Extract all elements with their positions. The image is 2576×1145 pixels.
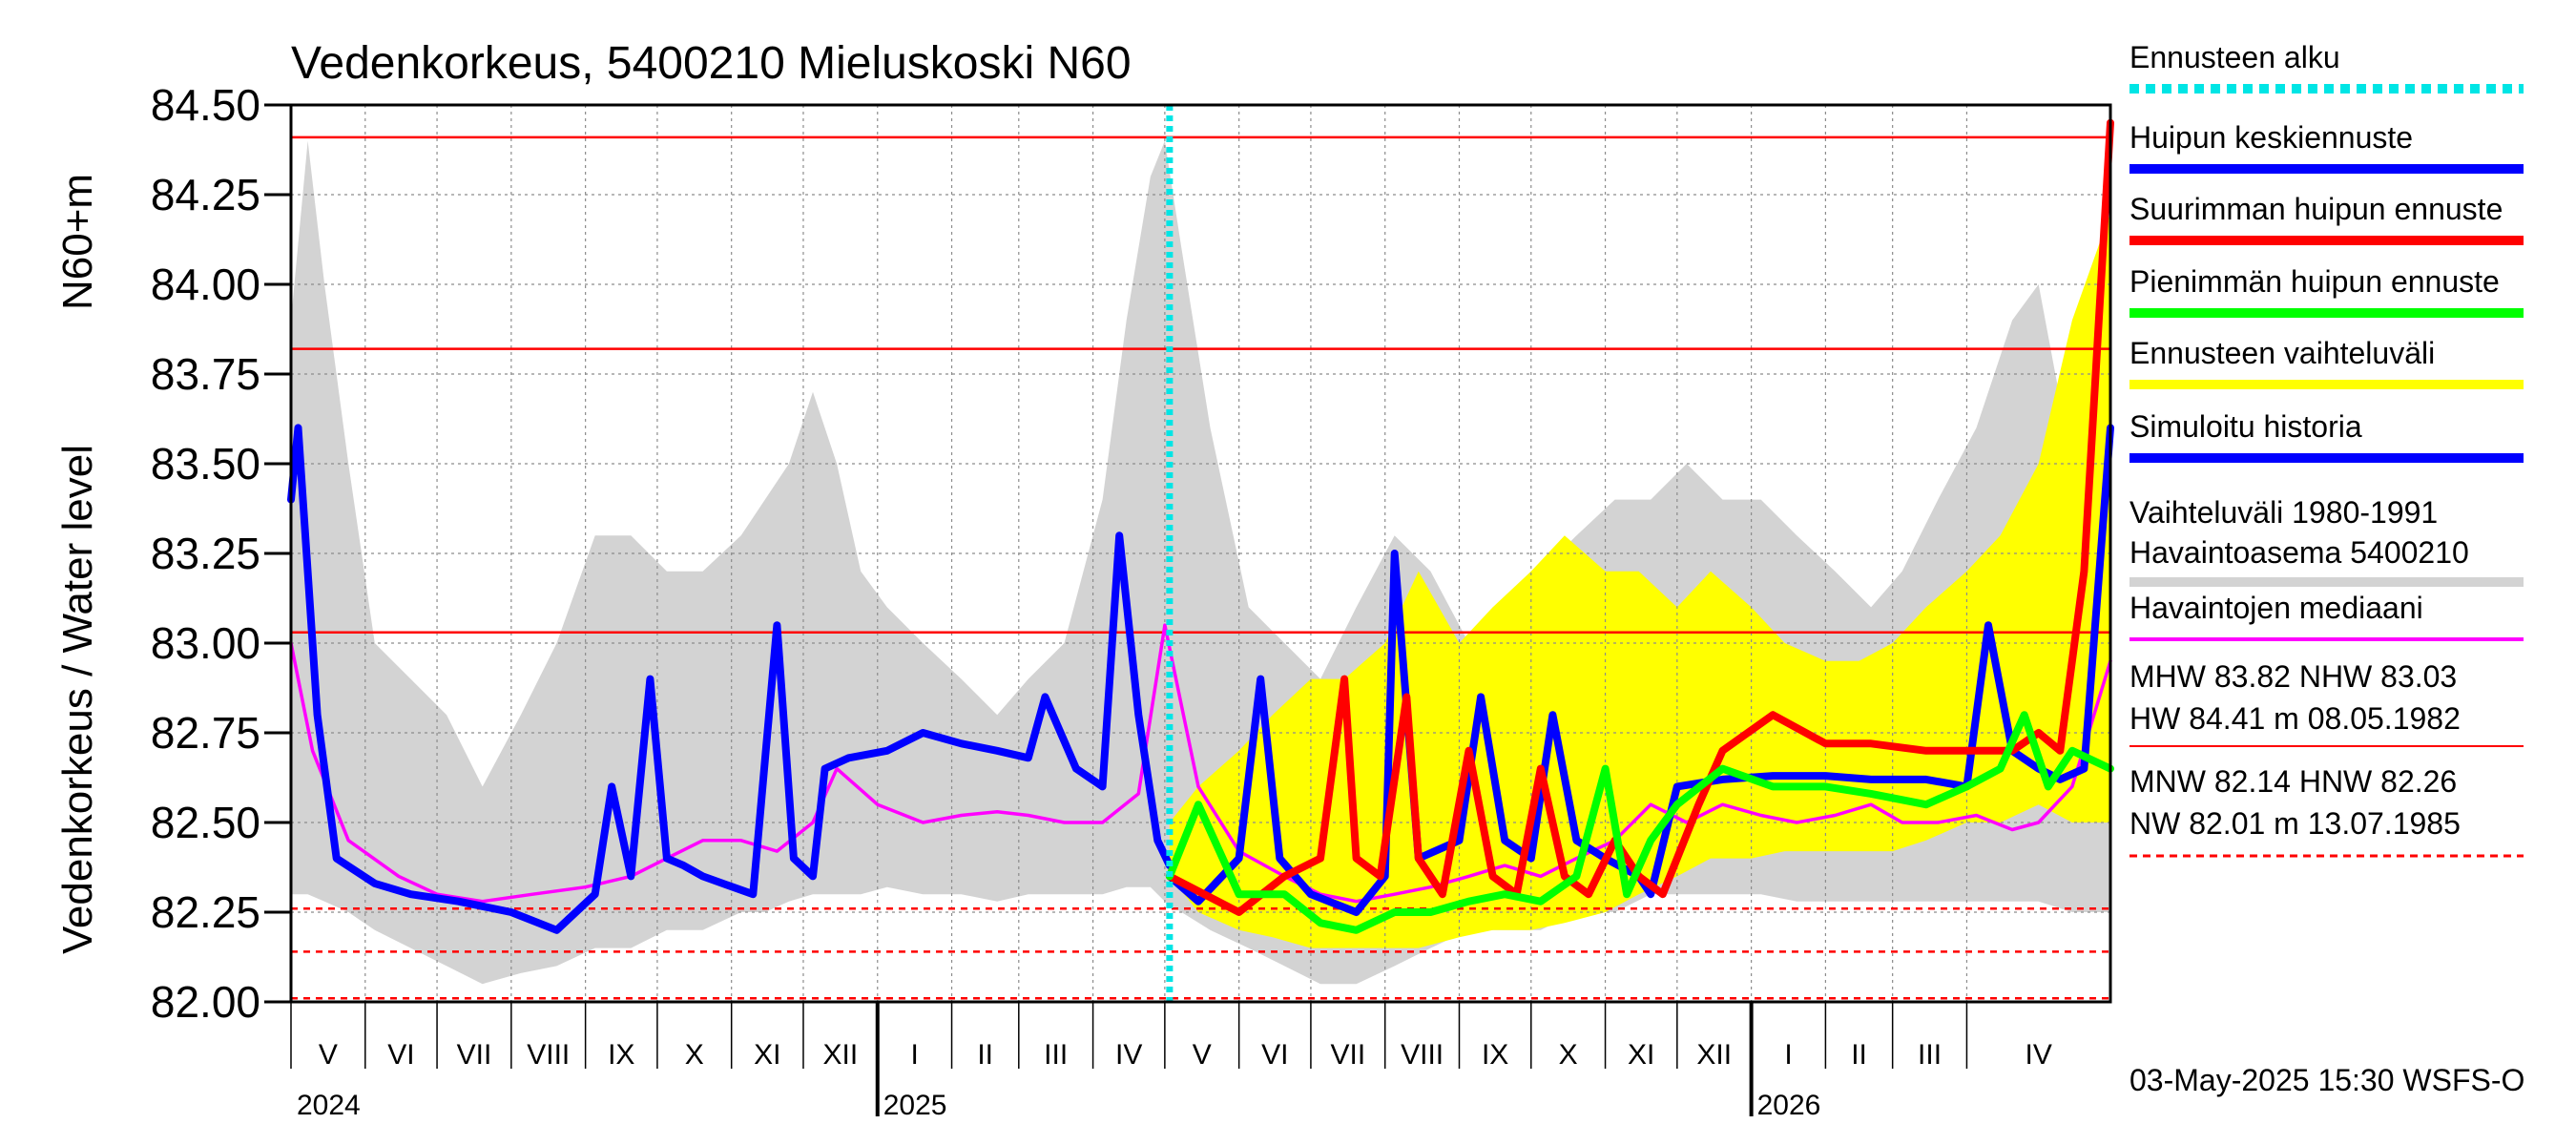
y-tick-label: 82.25	[151, 887, 260, 937]
chart-title: Vedenkorkeus, 5400210 Mieluskoski N60	[291, 38, 1132, 89]
footer-timestamp: 03-May-2025 15:30 WSFS-O	[2129, 1063, 2524, 1097]
y-tick-label: 82.75	[151, 708, 260, 758]
x-year-label: 2026	[1757, 1090, 1821, 1121]
y-tick-label: 83.50	[151, 439, 260, 489]
y-tick-label: 84.00	[151, 260, 260, 309]
x-month-label: V	[1193, 1039, 1212, 1071]
statistics: MHW 83.82 NHW 83.03 HW 84.41 m 08.05.198…	[2129, 659, 2524, 858]
legend-label-2: Havaintoasema 5400210	[2129, 535, 2469, 570]
x-axis: V VI VII VIII IX X XI XII I II III IV V VI VII VIII IX X X…	[290, 1002, 2052, 1121]
x-year-label: 2024	[297, 1090, 361, 1121]
series-huipun-keskiennuste	[1165, 424, 2114, 916]
x-month-label: VII	[457, 1039, 492, 1071]
y-tick-label: 82.50	[151, 798, 260, 847]
x-month-label: X	[1559, 1039, 1578, 1071]
legend-label: Simuloitu historia	[2129, 409, 2362, 444]
plot-area	[287, 103, 2114, 1004]
y-tick-label: 84.25	[151, 170, 260, 219]
legend-label: Suurimman huipun ennuste	[2129, 192, 2503, 226]
x-month-label: VIII	[527, 1039, 570, 1071]
x-month-label: VI	[1261, 1039, 1288, 1071]
x-month-label: V	[319, 1039, 338, 1071]
x-month-label: III	[1918, 1039, 1942, 1071]
x-month-label: VI	[387, 1039, 414, 1071]
legend-label: Vaihteluväli 1980-1991	[2129, 495, 2438, 530]
series-lines	[287, 118, 2114, 934]
range-bands	[291, 140, 2110, 985]
y-tick-label: 83.25	[151, 529, 260, 578]
x-month-label: IV	[1115, 1039, 1142, 1071]
x-month-label: I	[1784, 1039, 1792, 1071]
legend-label: Ennusteen vaihteluväli	[2129, 336, 2435, 370]
stats-line-3: MNW 82.14 HNW 82.26	[2129, 764, 2457, 799]
x-month-label: XII	[823, 1039, 859, 1071]
legend-label: Ennusteen alku	[2129, 40, 2340, 74]
x-month-label: XI	[1628, 1039, 1654, 1071]
stats-line-2: HW 84.41 m 08.05.1982	[2129, 701, 2461, 736]
x-month-label: VII	[1330, 1039, 1365, 1071]
reference-lines	[291, 135, 2110, 1000]
y-axis-unit: N60+m	[54, 174, 101, 310]
x-month-label: IX	[608, 1039, 634, 1071]
y-axis-ticks: 82.00 82.25 82.50 82.75 83.00 83.25 83.50 83.75…	[151, 80, 291, 1027]
x-month-label: II	[977, 1039, 993, 1071]
series-pienimman-huipun-ennuste	[1165, 711, 2114, 934]
legend-label: Havaintojen mediaani	[2129, 591, 2423, 625]
legend: Ennusteen alku Huipun keskiennuste Suurimm…	[2129, 40, 2524, 641]
x-month-label: XI	[754, 1039, 780, 1071]
y-tick-label: 83.00	[151, 618, 260, 668]
series-suurimman-huipun-ennuste	[1165, 118, 2114, 916]
y-tick-label: 84.50	[151, 80, 260, 130]
series-simuloitu-historia	[287, 424, 1174, 934]
x-month-label: III	[1044, 1039, 1068, 1071]
x-month-label: II	[1851, 1039, 1867, 1071]
y-tick-label: 82.00	[151, 977, 260, 1027]
y-axis-label: Vedenkorkeus / Water level	[54, 445, 101, 954]
stats-line-4: NW 82.01 m 13.07.1985	[2129, 806, 2461, 841]
series-havaintojen-mediaani	[289, 623, 2112, 904]
x-month-label: XII	[1696, 1039, 1732, 1071]
stats-line-1: MHW 83.82 NHW 83.03	[2129, 659, 2457, 694]
x-month-label: IV	[2025, 1039, 2052, 1071]
x-month-label: VIII	[1401, 1039, 1444, 1071]
legend-label: Pienimmän huipun ennuste	[2129, 264, 2500, 299]
x-month-label: I	[910, 1039, 918, 1071]
y-tick-label: 83.75	[151, 349, 260, 399]
x-year-label: 2025	[883, 1090, 947, 1121]
legend-label: Huipun keskiennuste	[2129, 120, 2413, 155]
x-month-label: X	[685, 1039, 704, 1071]
band-ennusteen-vaihteluvali	[1169, 212, 2110, 948]
x-month-label: IX	[1482, 1039, 1508, 1071]
